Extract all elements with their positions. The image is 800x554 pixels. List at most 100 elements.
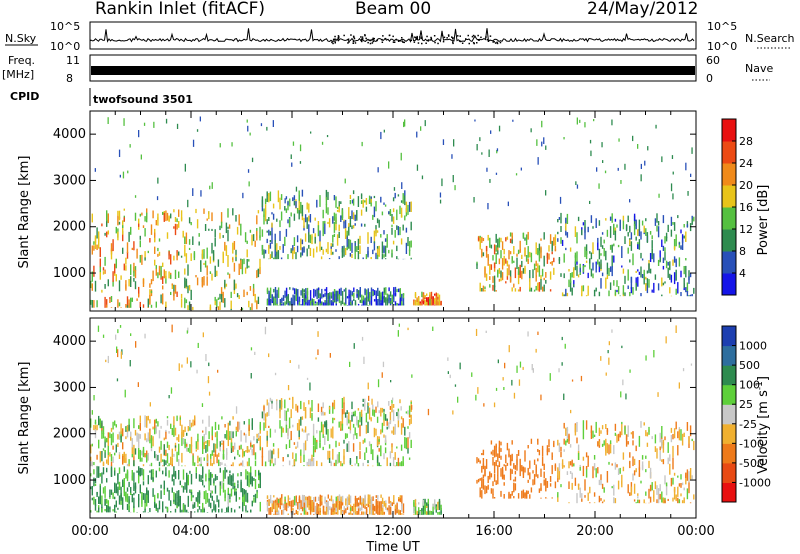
data-cell xyxy=(632,431,634,439)
data-cell xyxy=(110,465,113,467)
data-cell xyxy=(179,480,181,486)
data-cell xyxy=(404,195,406,206)
data-cell xyxy=(344,219,347,228)
data-cell xyxy=(565,223,567,231)
data-cell xyxy=(598,495,601,503)
data-cell xyxy=(102,433,105,439)
data-cell xyxy=(328,406,331,410)
data-cell xyxy=(392,397,394,401)
data-cell xyxy=(637,496,639,499)
data-cell xyxy=(407,437,409,449)
data-cell xyxy=(686,291,689,297)
data-cell xyxy=(576,493,578,504)
data-cell xyxy=(279,299,281,303)
data-cell xyxy=(245,491,247,494)
data-cell xyxy=(123,118,125,126)
data-cell xyxy=(377,495,379,500)
nsearch-point xyxy=(337,39,339,42)
data-cell xyxy=(288,218,291,228)
data-cell xyxy=(662,257,665,263)
data-cell xyxy=(617,167,619,171)
data-cell xyxy=(629,259,631,263)
data-cell xyxy=(341,398,344,409)
data-cell xyxy=(629,199,631,203)
data-cell xyxy=(343,455,345,465)
data-cell xyxy=(264,418,267,429)
data-cell xyxy=(176,451,178,462)
data-cell xyxy=(180,210,183,222)
data-cell xyxy=(272,203,275,209)
data-cell xyxy=(217,297,220,300)
data-cell xyxy=(558,442,561,453)
data-cell xyxy=(118,149,121,157)
data-cell xyxy=(317,511,320,515)
data-cell xyxy=(237,421,239,432)
data-cell xyxy=(396,288,398,293)
data-cell xyxy=(365,412,368,423)
data-cell xyxy=(377,167,379,173)
data-cell xyxy=(621,421,623,425)
data-cell xyxy=(380,511,382,515)
data-cell xyxy=(115,511,117,513)
data-cell xyxy=(664,247,666,253)
data-cell xyxy=(94,425,97,432)
data-cell xyxy=(351,291,353,295)
data-cell xyxy=(298,210,300,220)
data-cell xyxy=(219,301,221,310)
data-cell xyxy=(233,279,236,291)
data-cell xyxy=(645,430,647,437)
data-cell xyxy=(575,181,577,185)
data-cell xyxy=(662,245,665,251)
nsearch-point xyxy=(477,39,480,41)
data-cell xyxy=(147,415,149,421)
data-cell xyxy=(336,454,339,464)
data-cell xyxy=(410,201,412,212)
data-cell xyxy=(349,239,352,251)
data-cell xyxy=(408,432,411,439)
data-cell xyxy=(558,463,561,472)
data-cell xyxy=(138,130,140,138)
data-cell xyxy=(662,497,665,504)
data-cell xyxy=(335,290,337,302)
nsearch-point xyxy=(364,34,366,37)
data-cell xyxy=(269,494,272,504)
data-cell xyxy=(529,287,531,292)
data-cell xyxy=(565,427,567,436)
data-cell xyxy=(187,475,189,484)
data-cell xyxy=(545,478,547,486)
nsearch-point xyxy=(420,37,422,40)
data-cell xyxy=(203,208,205,214)
data-cell xyxy=(292,510,294,515)
data-cell xyxy=(298,296,301,302)
data-cell xyxy=(511,469,513,474)
data-cell xyxy=(332,426,334,439)
data-cell xyxy=(211,242,213,254)
data-cell xyxy=(508,345,510,353)
nsearch-point xyxy=(472,42,475,44)
data-cell xyxy=(287,428,289,440)
data-cell xyxy=(416,510,418,515)
data-cell xyxy=(598,441,601,446)
data-cell xyxy=(213,443,215,453)
data-cell xyxy=(122,455,124,465)
data-cell xyxy=(104,296,106,308)
data-cell xyxy=(174,427,177,436)
data-cell xyxy=(332,251,334,255)
data-cell xyxy=(221,440,223,443)
data-cell xyxy=(166,232,169,239)
data-cell xyxy=(101,289,103,293)
data-cell xyxy=(653,494,655,498)
data-cell xyxy=(170,291,172,295)
data-cell xyxy=(196,369,198,374)
data-cell xyxy=(333,233,336,237)
data-cell xyxy=(158,251,161,256)
data-cell xyxy=(361,497,363,505)
data-cell xyxy=(219,143,221,148)
data-cell xyxy=(205,426,207,435)
data-cell xyxy=(236,226,239,235)
data-cell xyxy=(389,291,392,297)
data-cell xyxy=(549,483,552,487)
data-cell xyxy=(401,293,403,302)
data-cell xyxy=(130,276,132,287)
data-cell xyxy=(99,258,101,268)
